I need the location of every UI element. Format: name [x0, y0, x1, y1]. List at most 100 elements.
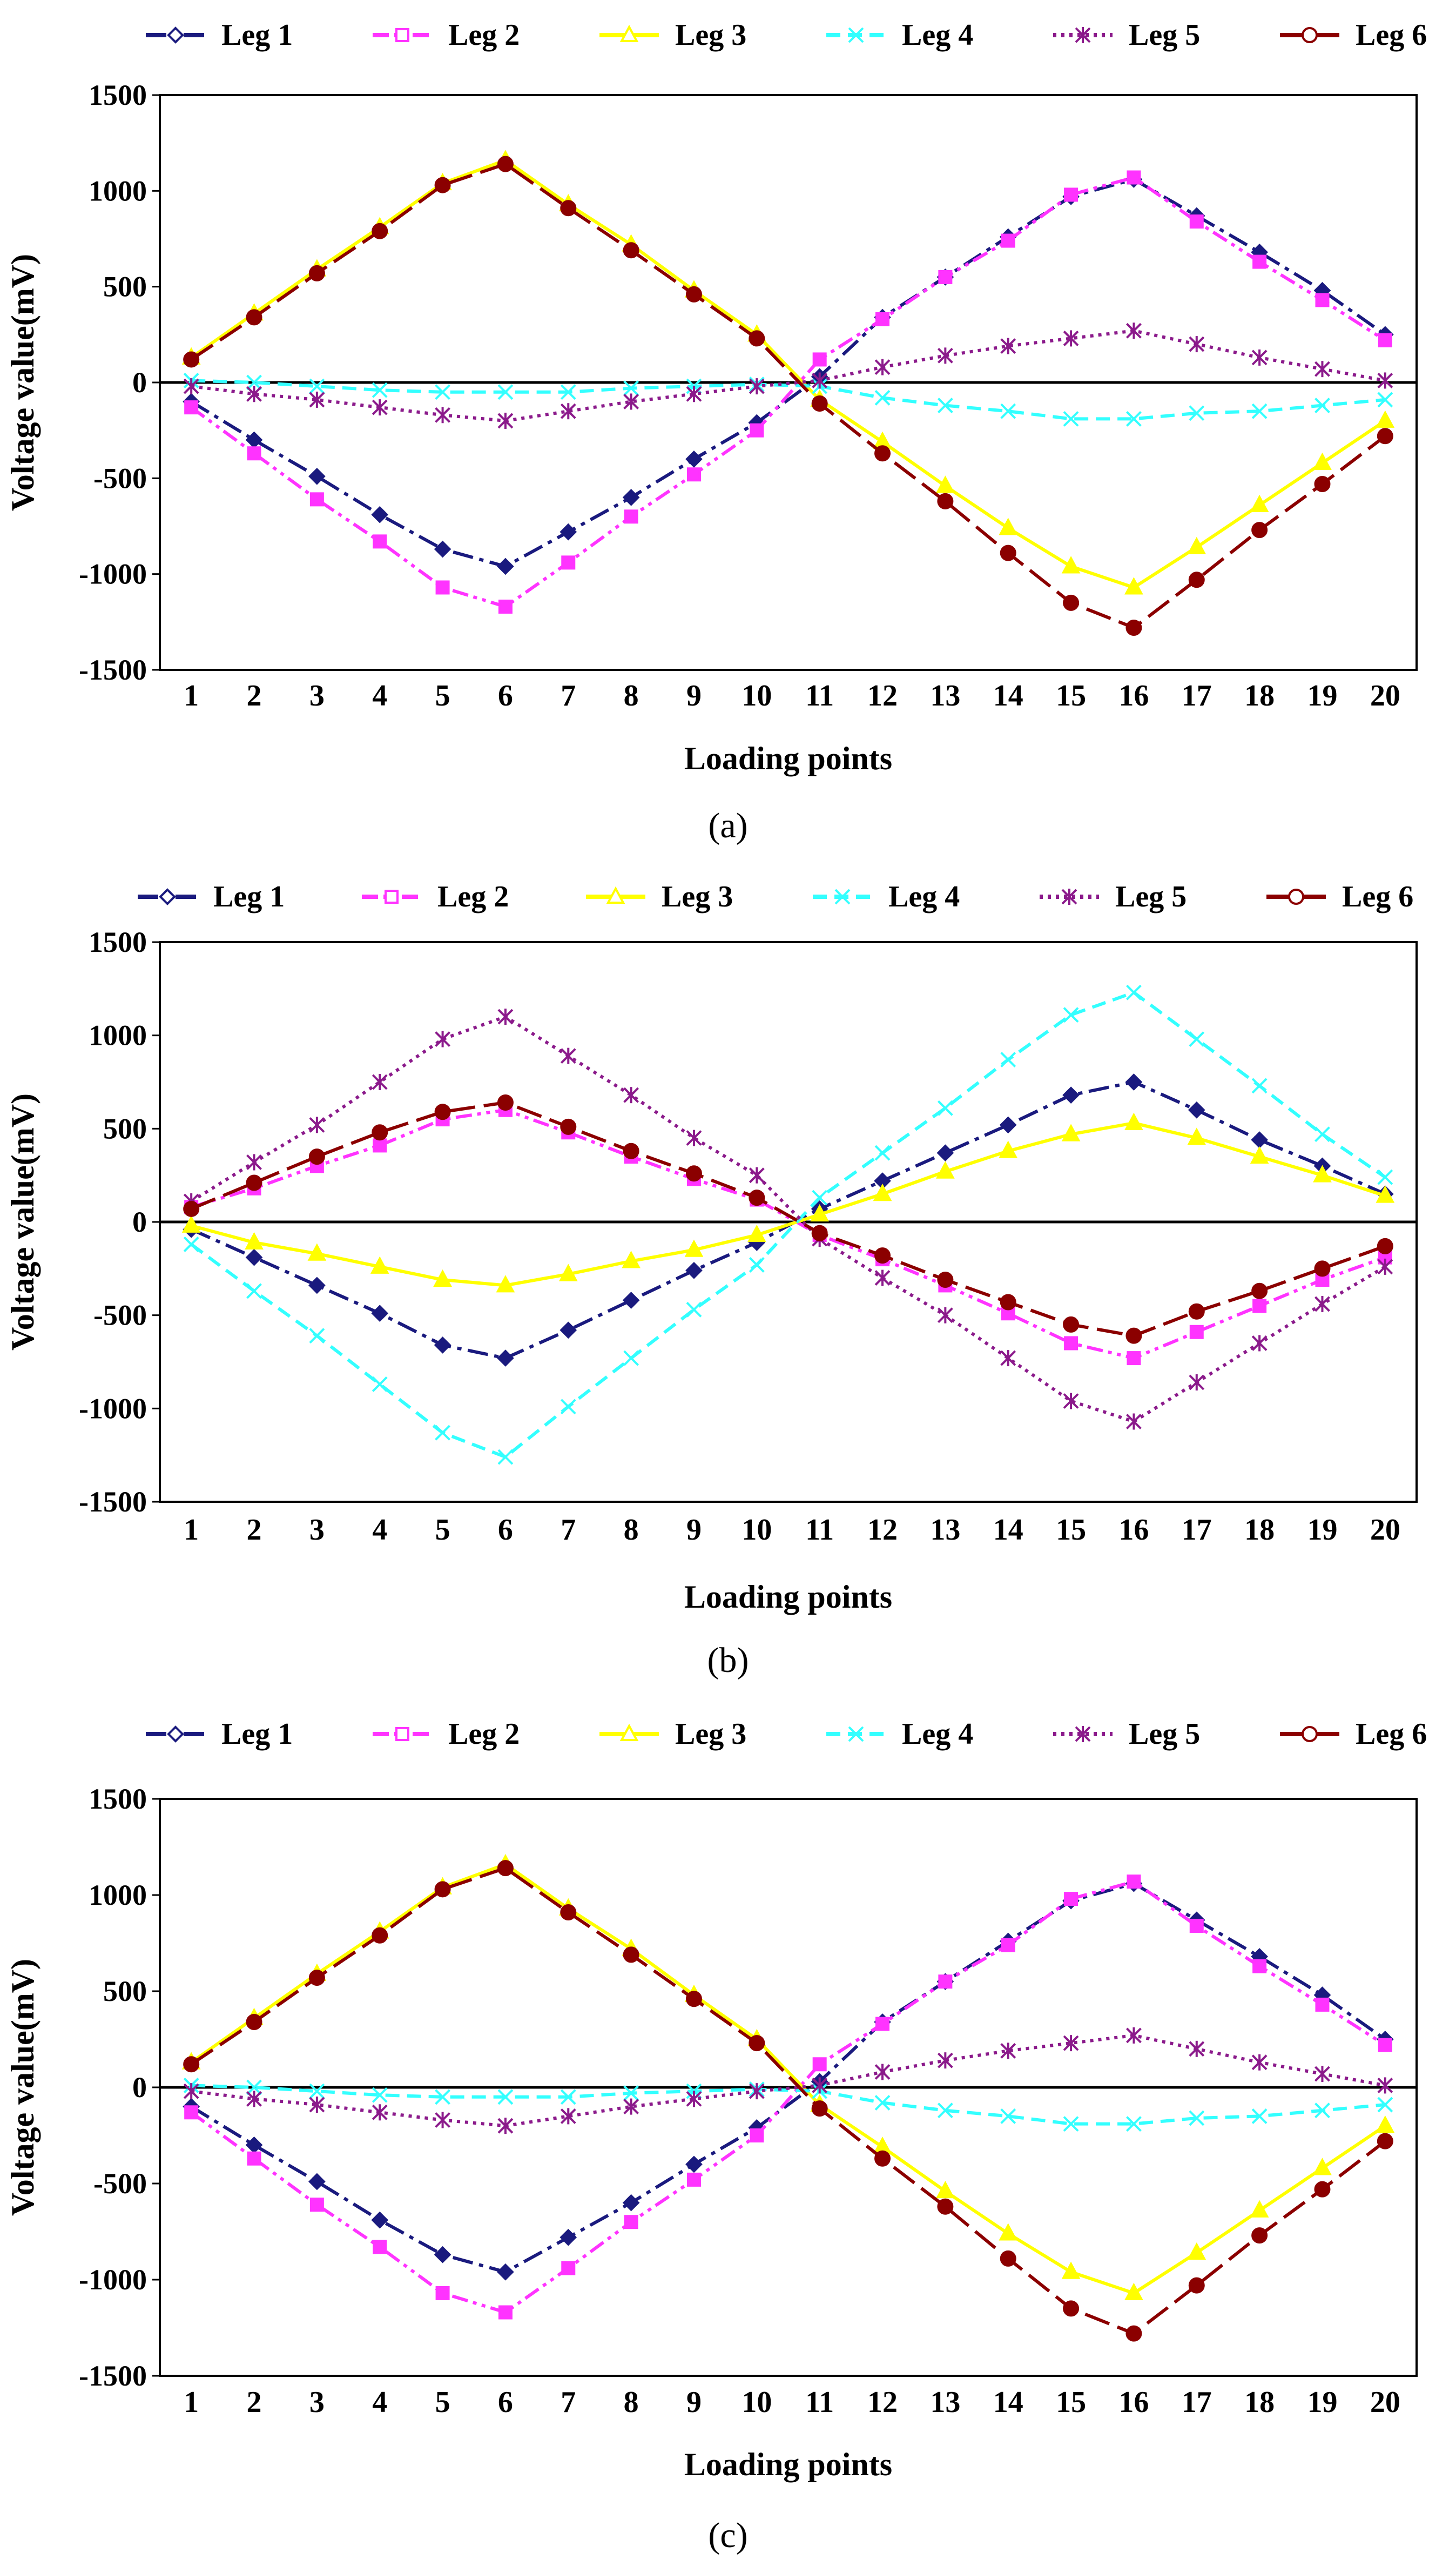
panel-a-series-2-point-8 [624, 509, 638, 524]
panel-a-series-2-point-15-shape [1064, 187, 1078, 202]
panel-c-series-1-point-4 [371, 2211, 389, 2229]
panel-b-series-3-point-17-shape [1187, 1127, 1206, 1145]
panel-a-series-2-point-12 [875, 312, 890, 326]
panel-b-series-4-point-1 [183, 1237, 199, 1252]
panel-b-series-5-point-6 [497, 1009, 514, 1025]
panel-b-series-4-point-1-stroke-b [183, 1237, 199, 1252]
panel-c-series-5-line [191, 2033, 1386, 2128]
panel-c-series-3-point-20 [1376, 2115, 1395, 2133]
panel-b-xtick-label-19: 19 [1307, 1513, 1337, 1547]
panel-a-series-1-point-6 [497, 557, 514, 575]
panel-a-series-5-point-4 [372, 399, 388, 416]
panel-a-series-6-point-7 [560, 200, 577, 217]
panel-b-series-3-point-2 [245, 1232, 264, 1249]
panel-b-series-5-point-8 [623, 1087, 639, 1104]
panel-a-series-5-point-7 [560, 403, 576, 420]
panel-c-series-4-point-18 [1251, 2108, 1268, 2124]
panel-a-series-4-point-16 [1126, 411, 1142, 427]
panel-a-series-2-point-1-shape [184, 400, 199, 415]
panel-b-xtick-label-8: 8 [624, 1513, 639, 1547]
panel-b-xtick-label-11: 11 [805, 1513, 834, 1547]
panel-b-series-5-point-9 [686, 1130, 702, 1146]
panel-b-series-6-point-4 [372, 1124, 388, 1141]
panel-c-series-1-point-5-shape [434, 2246, 451, 2263]
panel-a-series-2-point-18-shape [1252, 254, 1267, 269]
panel-b-series-1-point-9-shape [685, 1261, 703, 1279]
panel-a-xtick-label-19: 19 [1307, 679, 1337, 713]
panel-c-legend-marker-4 [848, 1726, 864, 1742]
panel-c-series-2-point-3-shape [309, 2198, 324, 2212]
panel-c-series-1-point-4-shape [371, 2211, 389, 2229]
panel-a-x-axis-label: Loading points [684, 741, 892, 776]
panel-b-series-1-point-7 [560, 1321, 577, 1339]
panel-b-series-1-point-14 [999, 1116, 1017, 1134]
panel-c-series-4-point-13-stroke-b [937, 2102, 953, 2119]
panel-a-series-2-point-20 [1378, 333, 1392, 347]
panel-b-series-5 [183, 1009, 1393, 1430]
panel-a-xtick-label-13: 13 [930, 679, 960, 713]
panel-c-legend-item-5: Leg 5 [1053, 1717, 1200, 1751]
panel-b-series-3-point-20 [1376, 1185, 1395, 1203]
panel-a-legend-label-4: Leg 4 [902, 18, 973, 52]
panel-a-series-6-point-15-shape [1063, 594, 1080, 611]
panel-b-series-3-point-16-shape [1124, 1112, 1143, 1130]
panel-c-legend-marker-1 [167, 1725, 184, 1743]
panel-a-series-6-point-5-shape [434, 177, 451, 193]
panel-b-series-6-point-15-shape [1063, 1316, 1080, 1333]
panel-a-series-1-point-4-shape [371, 506, 389, 523]
panel-c-series-4-point-8-stroke-b [623, 2085, 639, 2101]
panel-a-series-2-point-3 [309, 492, 324, 507]
panel-a-series-4-point-7 [560, 384, 576, 400]
panel-c-series-4-point-12-stroke-b [874, 2095, 891, 2111]
panel-b-xtick-label-13: 13 [930, 1513, 960, 1547]
panel-b-series-3-point-8-shape [622, 1251, 641, 1268]
panel-a-series-5-point-18 [1251, 349, 1268, 366]
panel-b-series-1-point-16 [1125, 1073, 1143, 1091]
panel-a-series-5-point-20 [1377, 372, 1393, 389]
panel-a-series-4-point-18 [1251, 403, 1268, 419]
panel-b-xtick-label-5: 5 [435, 1513, 450, 1547]
panel-c-series-3-point-20-shape [1376, 2115, 1395, 2133]
panel-a-series-3-point-14 [999, 518, 1018, 535]
panel-b-xtick-label-4: 4 [372, 1513, 387, 1547]
panel-a-series-4-point-3 [309, 378, 325, 394]
panel-b-legend-item-3: Leg 3 [586, 880, 733, 913]
panel-a-series-2-point-12-shape [875, 312, 890, 326]
panel-b-series-6-point-8-shape [623, 1143, 639, 1159]
panel-a-series-4-point-8 [623, 380, 639, 397]
panel-c-series-5-point-14 [1000, 2043, 1016, 2059]
panel-c-series-5-point-2 [246, 2091, 262, 2107]
panel-c-series-6-point-9 [685, 1991, 702, 2007]
panel-a-series-2-point-5 [435, 580, 450, 595]
panel-b-ytick-label-5: -1000 [79, 1392, 147, 1425]
panel-b-legend-marker-4 [834, 889, 851, 905]
panel-a-legend-marker-4-stroke-b [848, 27, 864, 43]
panel-c-series-6-point-9-shape [685, 1991, 702, 2007]
panel-a-series-4-point-16-stroke-b [1126, 411, 1142, 427]
panel-b-series-4-point-4-stroke-b [372, 1376, 388, 1392]
panel-b-series-3-point-4 [370, 1256, 389, 1274]
panel-b-series-6-point-7 [560, 1118, 577, 1135]
panel-b-ytick-label-2: 500 [103, 1112, 147, 1145]
panel-b-legend-label-3: Leg 3 [662, 880, 733, 913]
panel-b-series-5-point-17 [1189, 1374, 1205, 1390]
panel-c-series-2-point-4-shape [373, 2240, 387, 2254]
panel-b-series-2-point-4-shape [373, 1138, 387, 1153]
panel-c-series-6-point-15 [1063, 2300, 1080, 2317]
panel-a-series-2-point-16 [1127, 170, 1141, 185]
panel-b-series-6-point-6 [497, 1094, 514, 1111]
panel-a-series-6-point-19-shape [1314, 475, 1331, 492]
panel-a-legend-item-2: Leg 2 [373, 18, 520, 52]
panel-c-series-3-line [190, 1863, 1386, 2295]
panel-a-series-6-point-3 [308, 265, 325, 281]
panel-a-legend-label-5: Leg 5 [1129, 18, 1200, 52]
panel-a-ytick-label-4: -500 [93, 462, 147, 494]
panel-c-series-3-point-13 [936, 2181, 955, 2199]
panel-b-series-6-point-19 [1314, 1260, 1331, 1277]
panel-a-series-4-point-6 [497, 384, 514, 400]
panel-a-series-5-point-19 [1315, 361, 1330, 378]
panel-c-series-6-point-8 [623, 1946, 639, 1963]
panel-c-legend-item-3: Leg 3 [599, 1717, 746, 1751]
panel-b-series-2-line [191, 1108, 1386, 1360]
panel-a-series-1-point-3 [308, 467, 326, 485]
